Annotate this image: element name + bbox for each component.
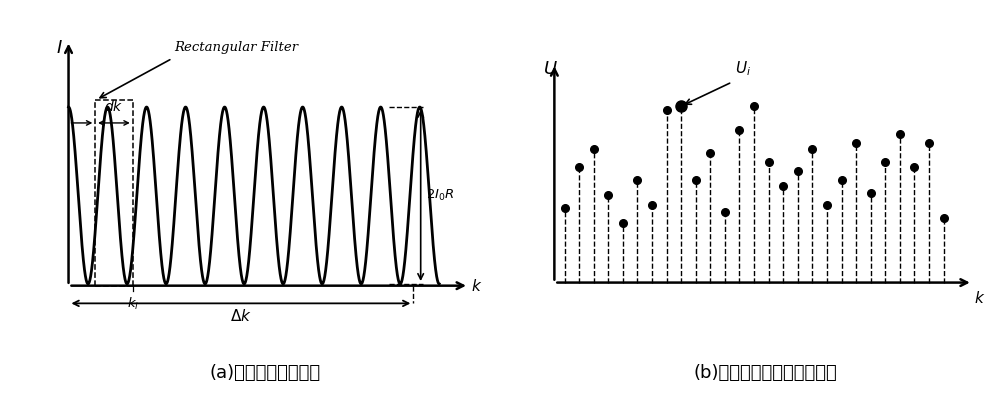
Text: $I$: $I$ bbox=[56, 39, 63, 57]
Text: $dk$: $dk$ bbox=[104, 99, 124, 114]
Text: (b)测量获得的干涉光谱信号: (b)测量获得的干涉光谱信号 bbox=[693, 364, 837, 382]
Text: $\Delta k$: $\Delta k$ bbox=[230, 308, 252, 324]
Text: $U$: $U$ bbox=[543, 60, 557, 78]
Text: $k_i$: $k_i$ bbox=[127, 296, 139, 312]
Text: (a)白光干涉光谱信号: (a)白光干涉光谱信号 bbox=[209, 364, 321, 382]
Text: $k$: $k$ bbox=[974, 290, 985, 306]
Text: Rectangular Filter: Rectangular Filter bbox=[174, 41, 298, 54]
Text: $U_i$: $U_i$ bbox=[735, 60, 751, 78]
Text: $k$: $k$ bbox=[471, 278, 482, 294]
Text: $2I_0R$: $2I_0R$ bbox=[426, 188, 455, 203]
